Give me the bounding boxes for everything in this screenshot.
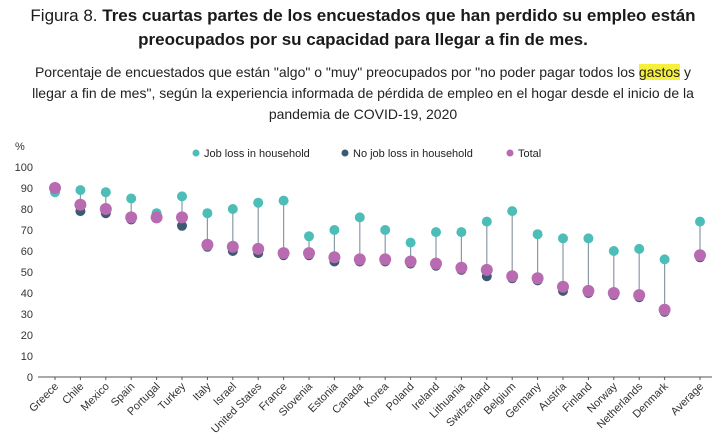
legend-label: Job loss in household bbox=[204, 148, 310, 160]
point-job-loss bbox=[354, 212, 365, 223]
subtitle-pre: Porcentaje de encuestados que están "alg… bbox=[34, 64, 639, 80]
y-tick-label: 0 bbox=[27, 372, 33, 384]
point-total bbox=[531, 272, 544, 285]
y-tick-label: 10 bbox=[21, 351, 33, 363]
title-text: Tres cuartas partes de los encuestados q… bbox=[102, 6, 696, 49]
point-job-loss bbox=[253, 197, 264, 208]
y-tick-label: 90 bbox=[21, 183, 33, 195]
point-total bbox=[99, 203, 112, 215]
point-total bbox=[455, 261, 468, 274]
point-job-loss bbox=[431, 227, 441, 238]
y-axis-unit-label: % bbox=[15, 141, 25, 153]
y-tick-label: 40 bbox=[21, 288, 33, 300]
point-job-loss bbox=[532, 229, 543, 240]
y-tick-label: 100 bbox=[15, 162, 33, 174]
point-total bbox=[607, 287, 620, 299]
y-tick-label: 30 bbox=[21, 309, 33, 321]
point-total bbox=[506, 270, 519, 283]
point-total bbox=[176, 211, 188, 224]
point-job-loss bbox=[227, 204, 238, 214]
point-total bbox=[404, 255, 417, 268]
subtitle-post: y llegar a fin de mes", según la experie… bbox=[32, 64, 694, 122]
point-total bbox=[201, 238, 214, 251]
legend-label: Total bbox=[518, 148, 541, 160]
point-total bbox=[49, 182, 61, 194]
point-total bbox=[328, 251, 341, 264]
point-total bbox=[303, 247, 315, 260]
y-tick-label: 50 bbox=[21, 267, 33, 279]
point-job-loss bbox=[202, 208, 213, 219]
point-total bbox=[480, 263, 493, 276]
point-total bbox=[125, 211, 138, 224]
point-total bbox=[633, 289, 646, 302]
point-job-loss bbox=[177, 191, 187, 202]
chart-title: Figura 8. Tres cuartas partes de los enc… bbox=[0, 4, 726, 52]
point-job-loss bbox=[558, 233, 568, 244]
point-total bbox=[277, 247, 290, 260]
point-job-loss bbox=[456, 227, 467, 238]
point-job-loss bbox=[608, 246, 619, 256]
point-job-loss bbox=[634, 243, 645, 254]
subtitle-highlight: gastos bbox=[638, 64, 681, 80]
point-total bbox=[252, 242, 265, 255]
point-job-loss bbox=[583, 233, 594, 244]
point-job-loss bbox=[126, 193, 137, 204]
point-job-loss bbox=[380, 225, 391, 235]
x-tick-label: Mexico bbox=[79, 381, 112, 414]
point-total bbox=[226, 240, 239, 253]
legend-marker bbox=[341, 149, 349, 157]
point-total bbox=[430, 257, 442, 270]
point-total bbox=[74, 198, 87, 211]
point-total bbox=[557, 280, 569, 293]
point-job-loss bbox=[695, 216, 705, 227]
x-tick-label: Turkey bbox=[156, 380, 188, 412]
y-tick-label: 70 bbox=[21, 225, 33, 237]
point-no-job-loss bbox=[177, 220, 187, 231]
point-total bbox=[353, 253, 366, 266]
x-tick-label: Greece bbox=[27, 381, 61, 415]
x-tick-label: Poland bbox=[384, 381, 417, 414]
point-total bbox=[658, 303, 671, 316]
point-job-loss bbox=[329, 225, 340, 235]
legend-label: No job loss in household bbox=[353, 148, 473, 160]
point-job-loss bbox=[405, 237, 416, 248]
point-job-loss bbox=[304, 231, 314, 242]
legend-marker bbox=[192, 149, 200, 157]
point-total bbox=[582, 284, 595, 297]
point-job-loss bbox=[507, 206, 518, 217]
point-job-loss bbox=[278, 195, 289, 206]
point-job-loss bbox=[75, 185, 86, 196]
figure-label: Figura 8. bbox=[30, 6, 98, 25]
point-total bbox=[694, 249, 706, 262]
chart-subtitle: Porcentaje de encuestados que están "alg… bbox=[20, 62, 706, 125]
point-job-loss bbox=[659, 254, 670, 265]
y-tick-label: 20 bbox=[21, 330, 33, 342]
point-job-loss bbox=[481, 216, 492, 227]
x-tick-label: Average bbox=[669, 381, 706, 418]
legend-marker bbox=[506, 149, 514, 157]
y-tick-label: 80 bbox=[21, 204, 33, 216]
point-job-loss bbox=[100, 187, 111, 198]
point-total bbox=[150, 211, 163, 224]
point-total bbox=[379, 253, 392, 266]
y-tick-label: 60 bbox=[21, 246, 33, 258]
